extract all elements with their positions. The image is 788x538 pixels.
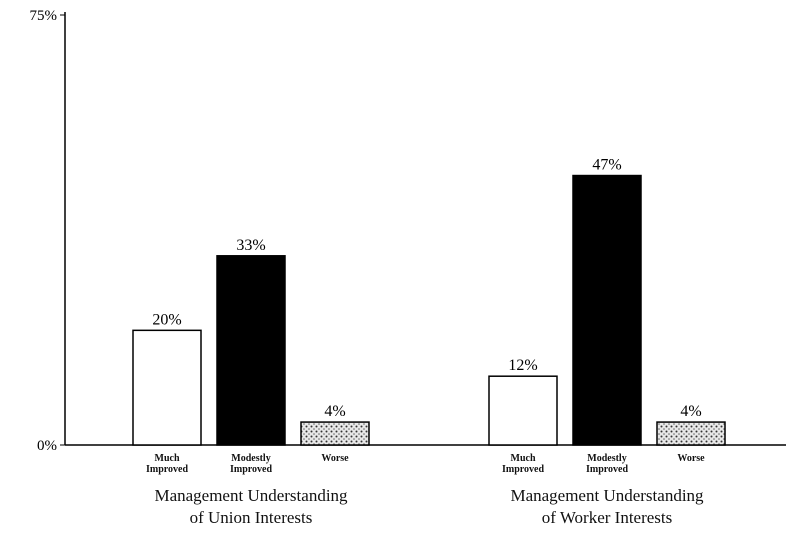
category-label: Management Understanding [154,486,348,505]
series-label: Modestly Improved [229,453,273,475]
series-label: Much Improved [145,453,189,475]
category-label: Management Understanding [510,486,704,505]
category-label: of Worker Interests [541,508,673,527]
bar [572,174,642,446]
bar [656,421,726,446]
bar [488,375,558,446]
value-label: 12% [508,357,537,374]
bar [216,255,286,446]
value-label: 33% [236,237,265,254]
value-label: 4% [680,403,701,420]
y-tick-label: 0% [37,438,57,454]
series-label: Much Improved [501,453,545,475]
series-label: Modestly Improved [585,453,629,475]
category-label: of Union Interests [189,508,313,527]
series-label: Worse [677,453,705,464]
series-label: Worse [321,453,349,464]
value-label: 4% [324,403,345,420]
bar [132,329,202,446]
value-label: 47% [592,157,621,174]
value-label: 20% [152,311,181,328]
bar [300,421,370,446]
y-tick-label: 75% [30,8,58,24]
